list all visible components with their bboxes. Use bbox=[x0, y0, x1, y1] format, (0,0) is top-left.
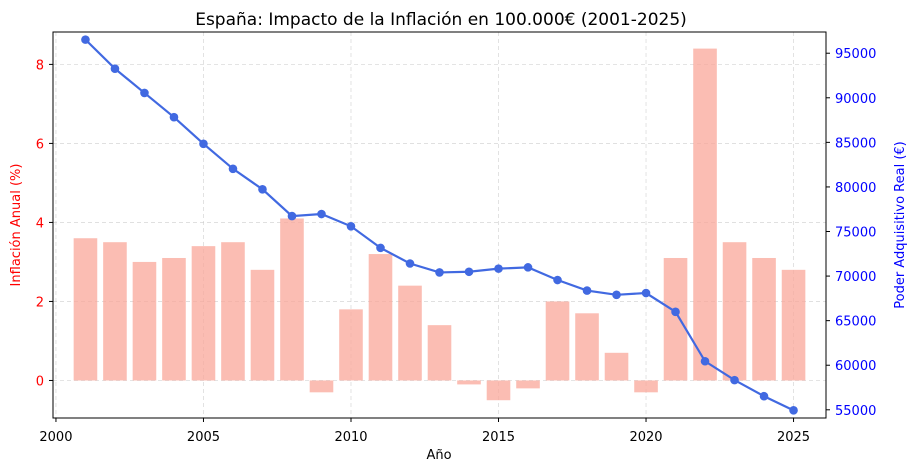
purchasing-power-point bbox=[258, 184, 267, 194]
inflation-bar bbox=[516, 380, 540, 389]
y-right-tick-label: 75000 bbox=[835, 226, 876, 241]
purchasing-power-point bbox=[612, 290, 621, 300]
plot-frame bbox=[52, 31, 827, 419]
x-axis: 2000 2005 2010 2015 2020 2025 bbox=[39, 418, 810, 445]
y-axis-left: 0 2 4 6 8 bbox=[36, 58, 53, 389]
y-right-tick-label: 80000 bbox=[835, 181, 876, 196]
purchasing-power-point bbox=[789, 406, 798, 415]
inflation-bar bbox=[457, 380, 481, 385]
purchasing-power-point bbox=[671, 307, 680, 317]
purchasing-power-point bbox=[582, 286, 592, 295]
inflation-bar bbox=[781, 269, 806, 381]
inflation-bar bbox=[250, 269, 275, 381]
purchasing-power-point bbox=[169, 112, 179, 122]
inflation-bars bbox=[73, 48, 806, 401]
inflation-bar bbox=[132, 261, 157, 381]
x-tick-label: 2005 bbox=[187, 430, 220, 445]
y-axis-left-label: Inflación Anual (%) bbox=[9, 164, 24, 287]
purchasing-power-point bbox=[376, 243, 385, 253]
inflation-bar bbox=[73, 238, 98, 381]
purchasing-power-point bbox=[464, 267, 474, 277]
inflation-bar bbox=[604, 352, 629, 381]
purchasing-power-point bbox=[759, 391, 769, 401]
y-axis-right: 55000 60000 65000 70000 75000 80000 85000 90000… bbox=[826, 47, 876, 419]
purchasing-power-point bbox=[228, 164, 238, 174]
purchasing-power-point bbox=[435, 268, 444, 277]
y-left-tick-label: 4 bbox=[36, 216, 44, 231]
purchasing-power-point bbox=[730, 375, 739, 385]
inflation-bar bbox=[398, 285, 422, 381]
purchasing-power-line bbox=[81, 35, 798, 415]
y-right-tick-label: 85000 bbox=[835, 136, 876, 151]
purchasing-power-point bbox=[641, 288, 651, 298]
y-right-tick-label: 95000 bbox=[835, 47, 876, 62]
inflation-bar bbox=[752, 257, 776, 381]
purchasing-power-point bbox=[110, 64, 120, 74]
inflation-bar bbox=[486, 380, 511, 401]
inflation-bar bbox=[575, 313, 599, 381]
purchasing-power-point bbox=[346, 221, 356, 231]
inflation-bar bbox=[309, 380, 334, 393]
chart-title: España: Impacto de la Inflación en 100.0… bbox=[195, 10, 687, 30]
x-tick-label: 2015 bbox=[482, 430, 515, 445]
y-left-tick-label: 8 bbox=[36, 58, 44, 73]
purchasing-power-point bbox=[317, 209, 326, 219]
inflation-bar bbox=[368, 254, 393, 381]
purchasing-power-point bbox=[553, 275, 562, 285]
inflation-bar bbox=[162, 257, 186, 381]
inflation-bar bbox=[545, 301, 570, 381]
purchasing-power-point bbox=[140, 88, 149, 98]
inflation-bar bbox=[191, 246, 216, 381]
y-left-tick-label: 0 bbox=[36, 374, 44, 389]
inflation-bar bbox=[693, 48, 717, 381]
y-right-tick-label: 60000 bbox=[835, 359, 876, 374]
y-right-tick-label: 70000 bbox=[835, 270, 876, 285]
x-tick-label: 2025 bbox=[777, 430, 810, 445]
y-right-tick-label: 90000 bbox=[835, 92, 876, 107]
x-tick-label: 2010 bbox=[334, 430, 367, 445]
purchasing-power-point bbox=[81, 35, 90, 44]
inflation-bar bbox=[339, 309, 363, 381]
y-right-tick-label: 65000 bbox=[835, 315, 876, 330]
y-left-tick-label: 6 bbox=[36, 137, 44, 152]
purchasing-power-point bbox=[287, 211, 297, 221]
inflation-bar bbox=[722, 242, 747, 381]
y-axis-right-label: Poder Adquisitivo Real (€) bbox=[893, 141, 908, 309]
purchasing-power-point bbox=[700, 356, 710, 366]
purchasing-power-point bbox=[199, 139, 208, 149]
inflation-bar bbox=[221, 242, 245, 381]
x-axis-label: Año bbox=[426, 448, 451, 463]
purchasing-power-point bbox=[405, 259, 415, 268]
purchasing-power-point bbox=[494, 264, 503, 273]
inflation-bar bbox=[280, 218, 304, 381]
inflation-bar bbox=[634, 380, 658, 393]
purchasing-power-point bbox=[523, 263, 533, 272]
y-right-tick-label: 55000 bbox=[835, 404, 876, 419]
x-tick-label: 2020 bbox=[629, 430, 662, 445]
y-left-tick-label: 2 bbox=[36, 295, 44, 310]
inflation-bar bbox=[103, 242, 127, 381]
inflation-bar bbox=[663, 257, 688, 381]
inflation-bar bbox=[427, 325, 452, 381]
x-tick-label: 2000 bbox=[39, 430, 72, 445]
